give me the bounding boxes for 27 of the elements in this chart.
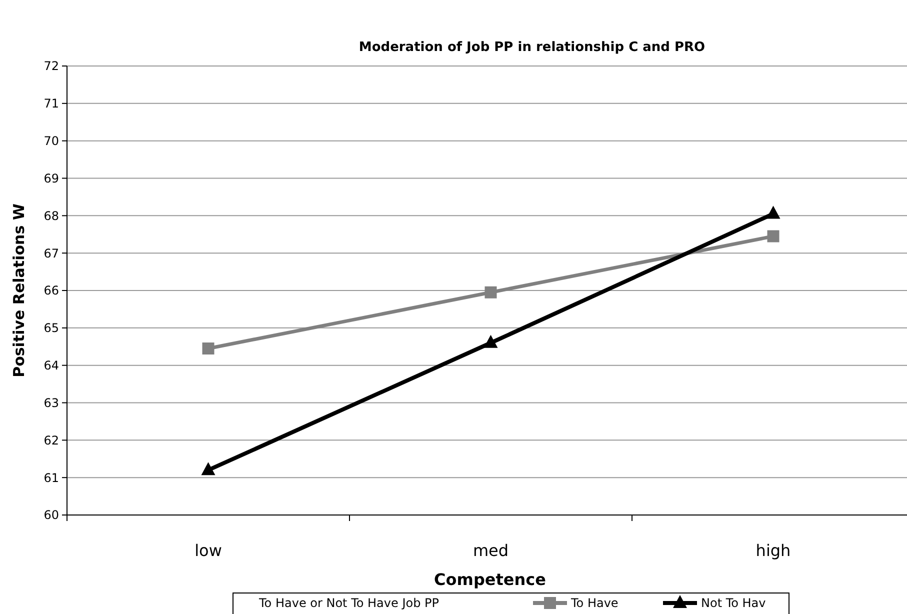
legend-title: To Have or Not To Have Job PP bbox=[258, 596, 439, 610]
y-tick-label: 71 bbox=[44, 96, 59, 111]
y-tick-label: 60 bbox=[44, 508, 59, 522]
point bbox=[201, 462, 216, 476]
y-tick-label: 62 bbox=[44, 433, 59, 448]
point bbox=[484, 334, 498, 348]
y-tick-label: 67 bbox=[44, 246, 59, 260]
y-tick-label: 70 bbox=[44, 134, 59, 148]
point bbox=[767, 230, 780, 242]
y-tick-label: 68 bbox=[44, 208, 59, 223]
legend-label: Not To Hav bbox=[701, 596, 766, 610]
x-tick-label: med bbox=[472, 541, 509, 560]
point bbox=[484, 286, 497, 298]
y-tick-label: 65 bbox=[44, 321, 59, 336]
x-tick-label: high bbox=[756, 541, 791, 560]
y-tick-label: 64 bbox=[44, 358, 59, 373]
y-axis-title: Positive Relations W bbox=[10, 203, 28, 378]
chart-title: Moderation of Job PP in relationship C and PRO bbox=[358, 40, 706, 55]
legend-label: To Have bbox=[570, 596, 618, 610]
x-tick-label: low bbox=[194, 541, 222, 560]
y-tick-label: 61 bbox=[44, 470, 59, 485]
point bbox=[202, 342, 214, 354]
y-tick-label: 72 bbox=[44, 59, 59, 74]
x-axis-title: Competence bbox=[434, 570, 546, 589]
y-tick-label: 63 bbox=[44, 396, 59, 410]
y-tick-label: 69 bbox=[44, 171, 59, 186]
y-tick-label: 66 bbox=[44, 284, 59, 298]
